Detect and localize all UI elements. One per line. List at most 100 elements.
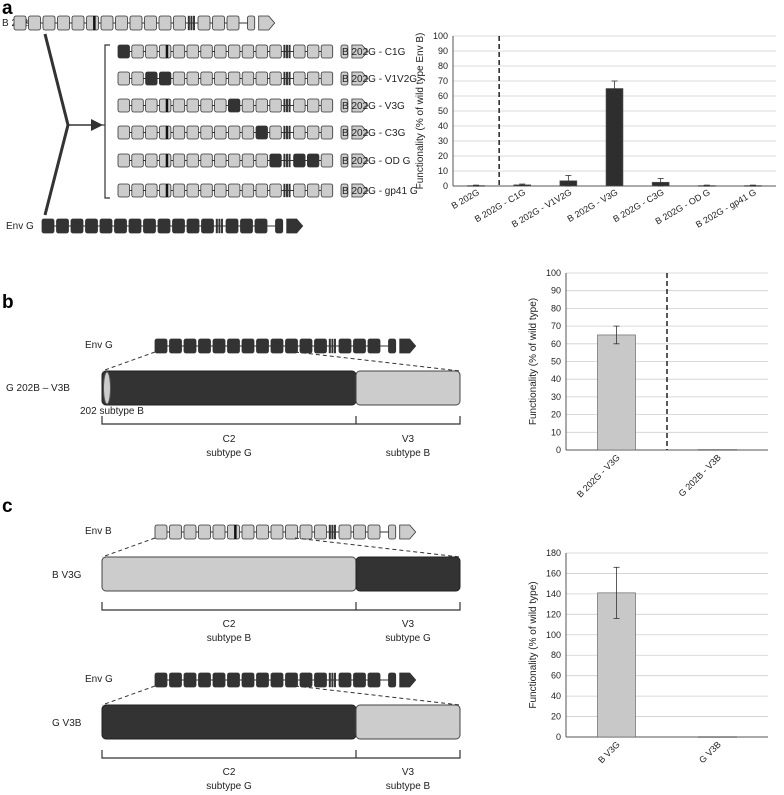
gene-terminus [258,15,276,31]
gene-segment [227,524,240,540]
gene-segment [198,672,211,688]
gene-segment [241,44,255,59]
gene-segment [186,153,199,168]
gene-terminus [351,183,369,198]
gene-segment [197,15,211,31]
gene-segment [241,338,255,354]
gene-segment [70,218,84,234]
gene-segment [367,672,381,688]
gene-segment [131,71,144,86]
x-tick-label: B 202G - V3G [575,452,622,499]
gene-segment [41,218,55,234]
bar [597,334,636,451]
gene-segment [314,524,327,540]
bar [605,88,624,187]
gene-stripe [215,218,218,234]
gene-stripe [286,153,289,168]
region-c2-block-top [101,556,357,592]
c-bottom-region-c2-name: C2 [223,767,236,778]
env-label-c-bottom: Env G [85,674,113,685]
gene-stripe [218,218,221,234]
gene-segment [99,218,113,234]
gene-map-env-b [154,524,417,540]
gene-segment [240,218,253,234]
gene-segment [306,71,320,86]
gene-stripe [190,15,193,31]
gene-segment [293,71,306,86]
gene-terminus [286,218,304,234]
gene-segment [154,672,168,688]
gene-stripe [288,153,291,168]
gene-segment [214,98,227,113]
chart-panel-b: 0 10 20 30 40 50 60 70 80 90 100 Functionality (% o… [528,268,768,499]
y-tick-label: 100 [433,31,448,41]
gene-segment [320,71,334,86]
gene-segment [117,98,130,113]
panel-c-diagram: Env B B V3G C2 subtype B V3 subtype G En… [52,524,461,792]
x-tick-label: G 202B - V3B [677,452,723,498]
fan-line-bottom [43,124,70,216]
gene-segment [320,183,334,198]
gene-terminus [351,153,369,168]
gene-segment [299,524,313,540]
c-top-region-c2-subtype: subtype B [207,633,252,644]
y-tick-label: 40 [551,691,561,701]
gene-segment [117,71,130,86]
gene-terminus [351,44,369,59]
construct-label: B 202G - V1V2G [342,74,417,85]
gene-segment [173,15,186,31]
gene-map-env-g-b [154,338,417,354]
panel-b-diagram: Env G G 202B – V3B 202 subtype B C2 subt… [6,338,461,459]
gene-segment [285,338,298,354]
gene-stripe [288,125,291,140]
gene-segment [353,524,366,540]
region-v3-block-top [355,556,461,592]
gene-segment [117,44,130,59]
gene-segment [367,338,381,354]
region-c2-block [101,370,357,406]
gene-segment [269,183,282,198]
y-tick-label: 80 [551,650,561,660]
gene-segment [388,672,397,688]
gene-stripe [286,125,289,140]
y-tick-label: 0 [556,732,561,742]
gene-segment [241,183,255,198]
y-tick-label: 0 [443,181,448,191]
gene-segment [86,15,99,31]
y-tick-label: 30 [551,392,561,402]
gene-segment [117,183,130,198]
gene-segment [256,672,269,688]
gene-segment [214,125,227,140]
gene-segment [13,15,27,31]
gene-segment [340,125,349,140]
gene-segment [227,338,240,354]
subregion-label: 202 subtype B [80,406,144,417]
gene-segment [71,15,85,31]
gene-segment [158,71,172,86]
gene-segment [172,218,185,234]
c-bottom-region-c2-subtype: subtype G [206,781,252,792]
gene-segment [293,153,306,168]
gene-stripe [328,672,331,688]
gene-stripe [328,338,331,354]
gene-segment [227,98,241,113]
y-tick-label: 50 [551,357,561,367]
gene-stripe [288,98,291,113]
gene-segment [198,524,211,540]
gene-segment [117,153,130,168]
gene-segment [293,183,306,198]
gene-segment [241,98,255,113]
gene-segment [172,71,186,86]
gene-segment [169,672,182,688]
fan-line-top [43,33,70,126]
gene-segment [225,218,239,234]
regions-bracket [101,416,461,425]
y-tick-label: 60 [551,671,561,681]
construct-label-gv3b: G V3B [52,718,82,729]
gene-segment [145,125,158,140]
gene-segment [128,218,142,234]
panel-letter-b: b [2,292,14,313]
y-tick-label: 70 [551,321,561,331]
gene-segment [169,338,182,354]
construct-label-g202b-v3b: G 202B – V3B [6,383,70,394]
